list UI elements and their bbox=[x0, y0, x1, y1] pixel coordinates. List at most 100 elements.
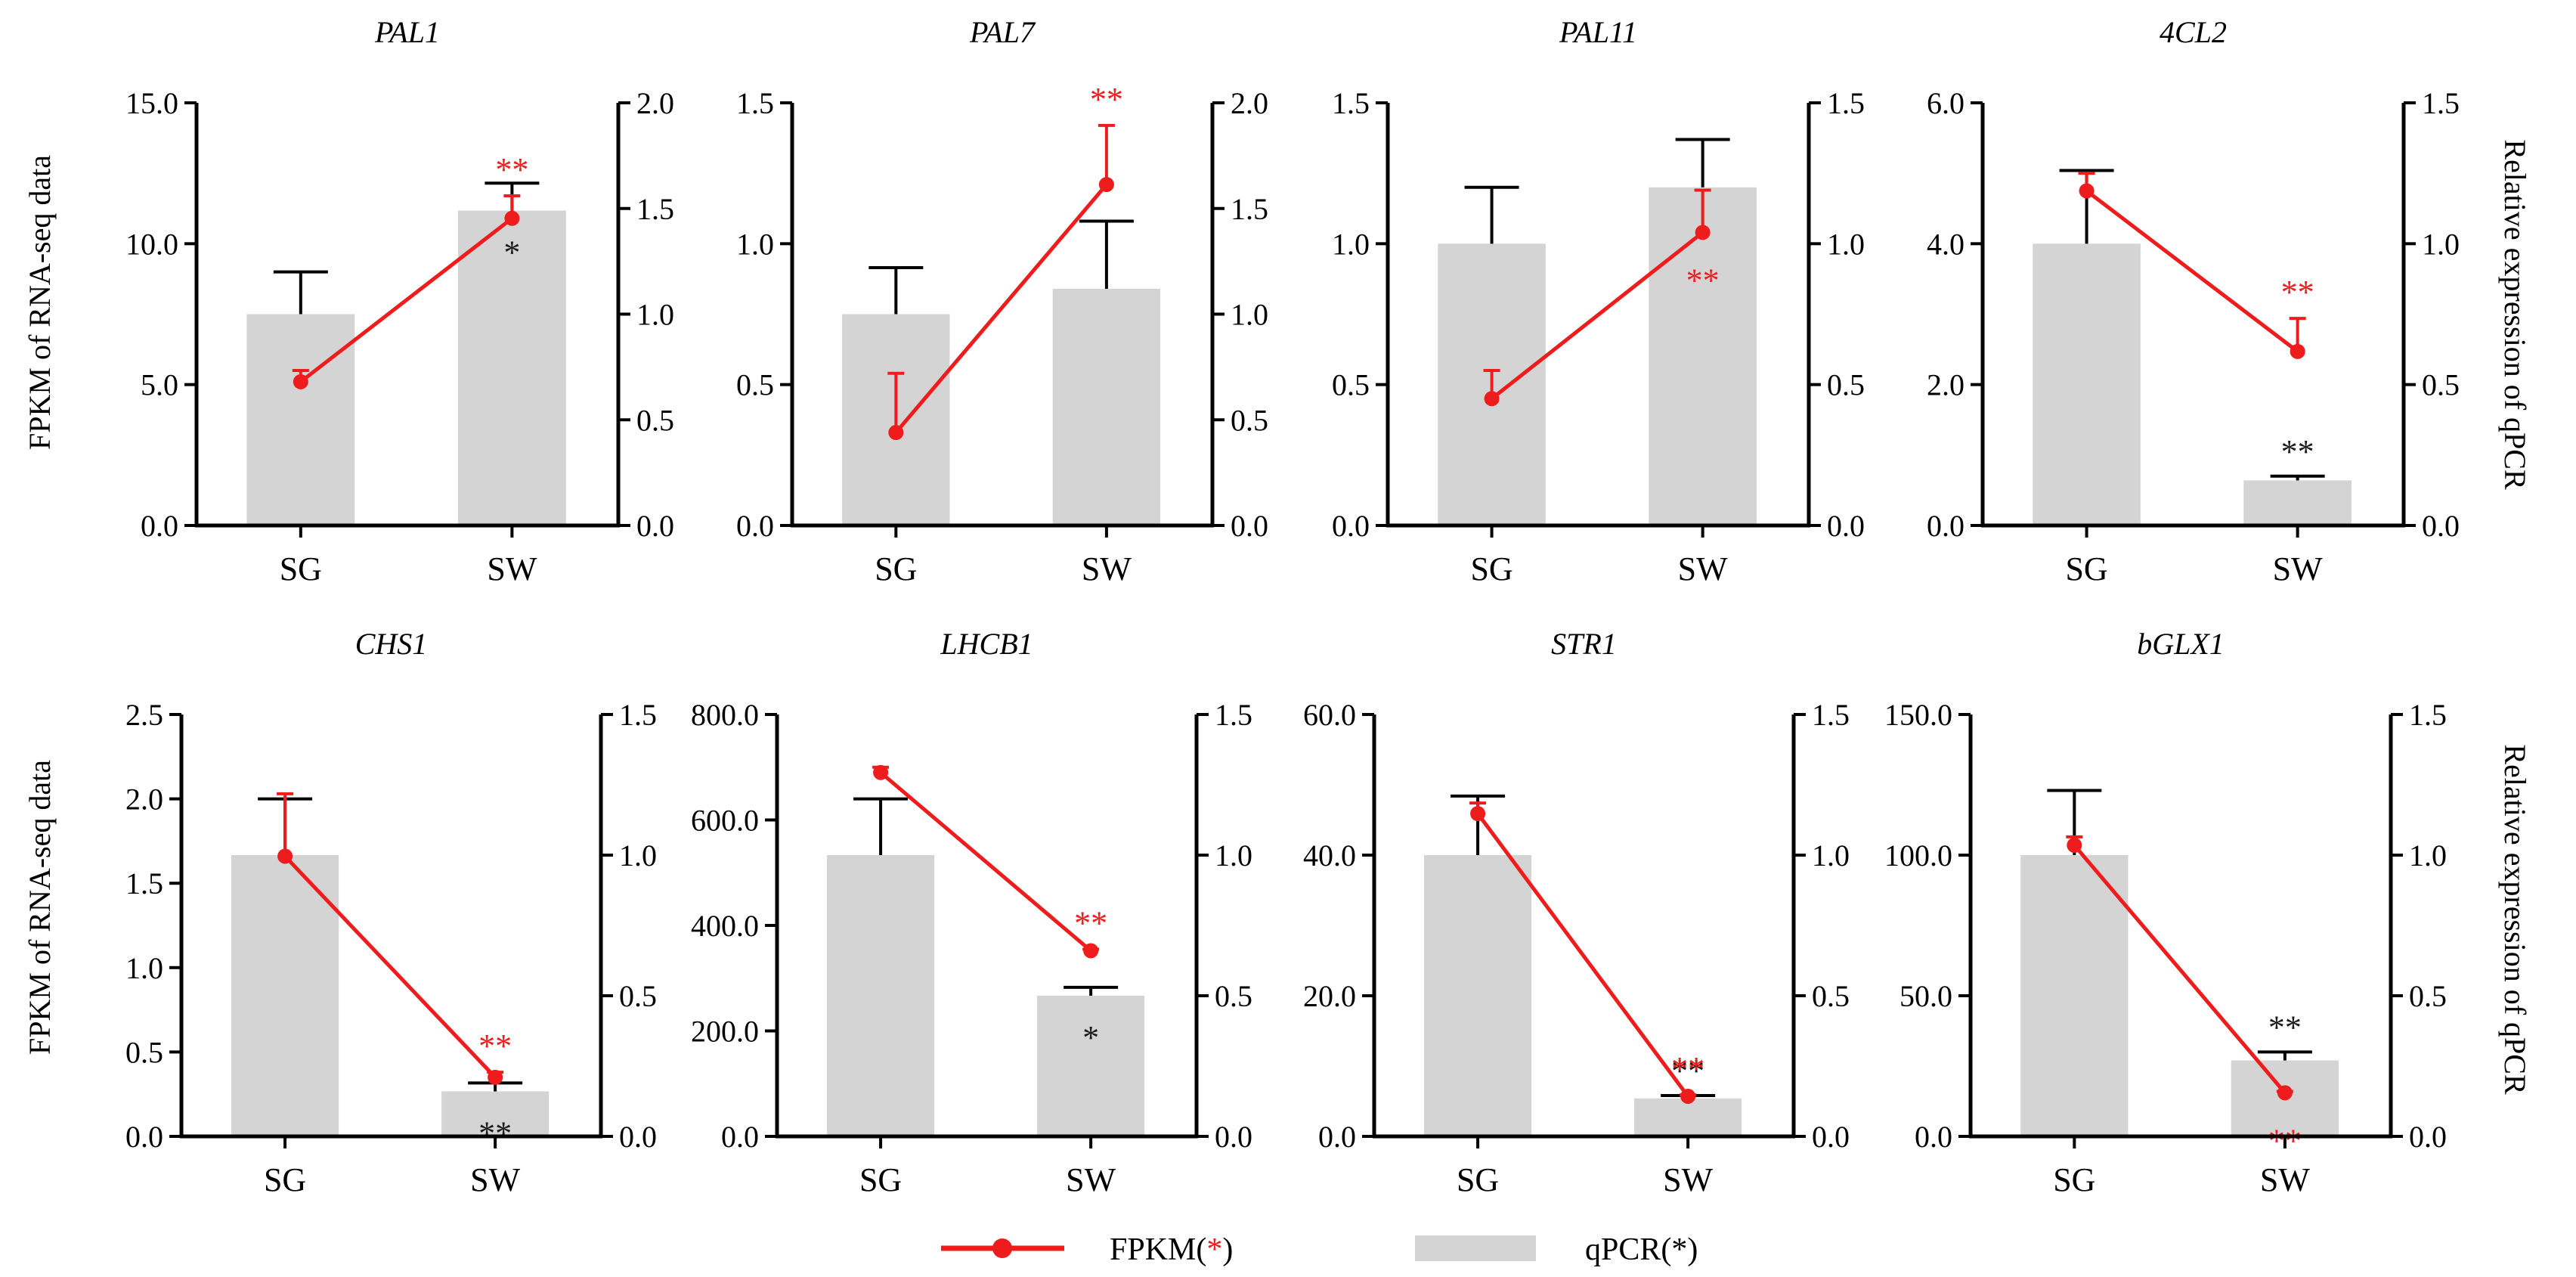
x-tick-label: SW bbox=[1066, 1161, 1116, 1198]
right-tick-label: 1.5 bbox=[619, 698, 657, 732]
x-tick-label: SW bbox=[2260, 1161, 2310, 1198]
legend-fpkm-dot bbox=[992, 1238, 1012, 1258]
qpcr-bar bbox=[231, 855, 339, 1136]
chart-panel-str1: STR1****0.020.040.060.00.00.51.01.5SG SW bbox=[1303, 627, 1850, 1198]
fpkm-significance: ** bbox=[495, 151, 528, 188]
right-tick-label: 0.0 bbox=[636, 509, 674, 543]
y-title-right-top: Relative expression of qPCR bbox=[2498, 139, 2532, 490]
x-tick-label: SG bbox=[2053, 1161, 2095, 1198]
chart-panel-bglx1: bGLX1****0.050.0100.0150.00.00.51.01.5SG… bbox=[1884, 627, 2447, 1198]
legend: FPKM(*) qPCR(*) bbox=[941, 1232, 1698, 1267]
right-tick-label: 0.5 bbox=[1231, 403, 1268, 437]
qpcr-bar bbox=[457, 210, 566, 525]
right-tick-label: 1.0 bbox=[2422, 227, 2460, 261]
fpkm-line bbox=[299, 216, 513, 383]
qpcr-bar bbox=[1634, 1098, 1742, 1136]
left-tick-label: 2.5 bbox=[125, 698, 163, 732]
fpkm-point bbox=[488, 1069, 503, 1085]
legend-fpkm-label-star: * bbox=[1206, 1232, 1222, 1267]
x-tick-label: SG bbox=[264, 1161, 306, 1198]
x-tick-label: SG bbox=[1470, 550, 1512, 587]
legend-qpcr-label-suffix: ) bbox=[1687, 1232, 1698, 1267]
chart-panel-chs1: CHS1****0.00.51.01.52.02.50.00.51.01.5SG… bbox=[125, 627, 657, 1198]
fpkm-significance: ** bbox=[1671, 1050, 1704, 1087]
qpcr-significance: ** bbox=[2268, 1009, 2302, 1046]
fpkm-line bbox=[2073, 844, 2287, 1094]
fpkm-significance: ** bbox=[1090, 81, 1123, 118]
fpkm-point bbox=[2079, 183, 2095, 199]
left-tick-label: 15.0 bbox=[125, 86, 178, 120]
chart-panel-lhcb1: LHCB1***0.0200.0400.0600.0800.00.00.51.0… bbox=[691, 627, 1252, 1198]
x-tick-label: SW bbox=[2273, 550, 2323, 587]
right-tick-label: 0.0 bbox=[2409, 1120, 2447, 1154]
left-tick-label: 100.0 bbox=[1884, 838, 1952, 873]
fpkm-point bbox=[1695, 225, 1711, 240]
fpkm-significance: ** bbox=[2281, 274, 2314, 311]
x-tick-label: SG bbox=[875, 550, 917, 587]
qpcr-bar bbox=[441, 1091, 550, 1136]
fpkm-line bbox=[894, 183, 1108, 434]
x-tick-label: SG bbox=[280, 550, 322, 587]
y-title-left-bottom: FPKM of RNA-seq data bbox=[23, 760, 57, 1055]
right-tick-label: 1.0 bbox=[2409, 838, 2447, 873]
x-tick-label: SG bbox=[859, 1161, 902, 1198]
left-tick-label: 1.5 bbox=[125, 866, 163, 900]
right-tick-label: 0.0 bbox=[1231, 509, 1268, 543]
left-tick-label: 0.0 bbox=[1915, 1120, 1952, 1154]
left-tick-label: 50.0 bbox=[1899, 979, 1952, 1013]
qpcr-significance: ** bbox=[2281, 433, 2314, 470]
chart-title: STR1 bbox=[1551, 627, 1617, 661]
fpkm-point bbox=[1680, 1088, 1696, 1104]
x-tick-label: SG bbox=[2065, 550, 2107, 587]
x-tick-label: SW bbox=[1678, 550, 1728, 587]
fpkm-point bbox=[277, 848, 293, 864]
chart-title: CHS1 bbox=[355, 627, 428, 661]
right-tick-label: 2.0 bbox=[636, 86, 674, 120]
left-tick-label: 2.0 bbox=[1927, 368, 1965, 402]
right-tick-label: 1.5 bbox=[1827, 86, 1865, 120]
right-tick-label: 2.0 bbox=[1231, 86, 1268, 120]
right-tick-label: 0.5 bbox=[2422, 368, 2460, 402]
x-tick-label: SW bbox=[1663, 1161, 1713, 1198]
left-tick-label: 1.0 bbox=[125, 951, 163, 985]
right-tick-label: 1.0 bbox=[636, 298, 674, 332]
y-title-left-top: FPKM of RNA-seq data bbox=[23, 155, 57, 450]
chart-panel-pal1: PAL1***0.05.010.015.00.00.51.01.52.0SG SW bbox=[125, 15, 674, 587]
right-tick-label: 1.0 bbox=[1827, 227, 1865, 261]
chart-title: bGLX1 bbox=[2137, 627, 2225, 661]
right-tick-label: 0.5 bbox=[1827, 368, 1865, 402]
qpcr-bar bbox=[1649, 187, 1757, 526]
y-title-right-bottom: Relative expression of qPCR bbox=[2498, 744, 2532, 1095]
legend-fpkm-label: FPKM(*) bbox=[1110, 1232, 1233, 1267]
left-tick-label: 4.0 bbox=[1927, 227, 1965, 261]
right-tick-label: 1.0 bbox=[1231, 298, 1268, 332]
qpcr-bar bbox=[1037, 996, 1145, 1136]
right-tick-label: 1.5 bbox=[636, 192, 674, 226]
chart-title: PAL11 bbox=[1559, 15, 1637, 49]
chart-title: PAL1 bbox=[374, 15, 440, 49]
left-tick-label: 6.0 bbox=[1927, 86, 1965, 120]
right-tick-label: 0.5 bbox=[1215, 979, 1252, 1013]
qpcr-bar bbox=[1052, 288, 1161, 525]
right-tick-label: 0.5 bbox=[619, 979, 657, 1013]
right-tick-label: 1.5 bbox=[1812, 698, 1850, 732]
fpkm-point bbox=[2277, 1085, 2293, 1101]
left-tick-label: 0.0 bbox=[721, 1120, 759, 1154]
fpkm-line bbox=[1491, 231, 1704, 401]
fpkm-line bbox=[2085, 189, 2299, 353]
qpcr-bar bbox=[246, 314, 355, 525]
chart-panel-pal11: PAL11 ** 0.0 0.5 1.0 1.5 0.0 0.5 1.0 1.5 SG SW bbox=[1332, 15, 1865, 587]
fpkm-point bbox=[2067, 837, 2082, 853]
right-tick-label: 0.0 bbox=[1812, 1120, 1850, 1154]
left-tick-label: 60.0 bbox=[1303, 698, 1356, 732]
qpcr-significance: * bbox=[1082, 1019, 1099, 1056]
fpkm-point bbox=[1484, 391, 1500, 407]
chart-title: 4CL2 bbox=[2160, 15, 2227, 49]
right-tick-label: 1.5 bbox=[2422, 86, 2460, 120]
left-tick-label: 20.0 bbox=[1303, 979, 1356, 1013]
left-tick-label: 1.5 bbox=[736, 86, 774, 120]
x-tick-label: SW bbox=[487, 550, 537, 587]
right-tick-label: 0.5 bbox=[1812, 979, 1850, 1013]
right-tick-label: 0.0 bbox=[1215, 1120, 1252, 1154]
fpkm-significance: ** bbox=[478, 1027, 512, 1065]
